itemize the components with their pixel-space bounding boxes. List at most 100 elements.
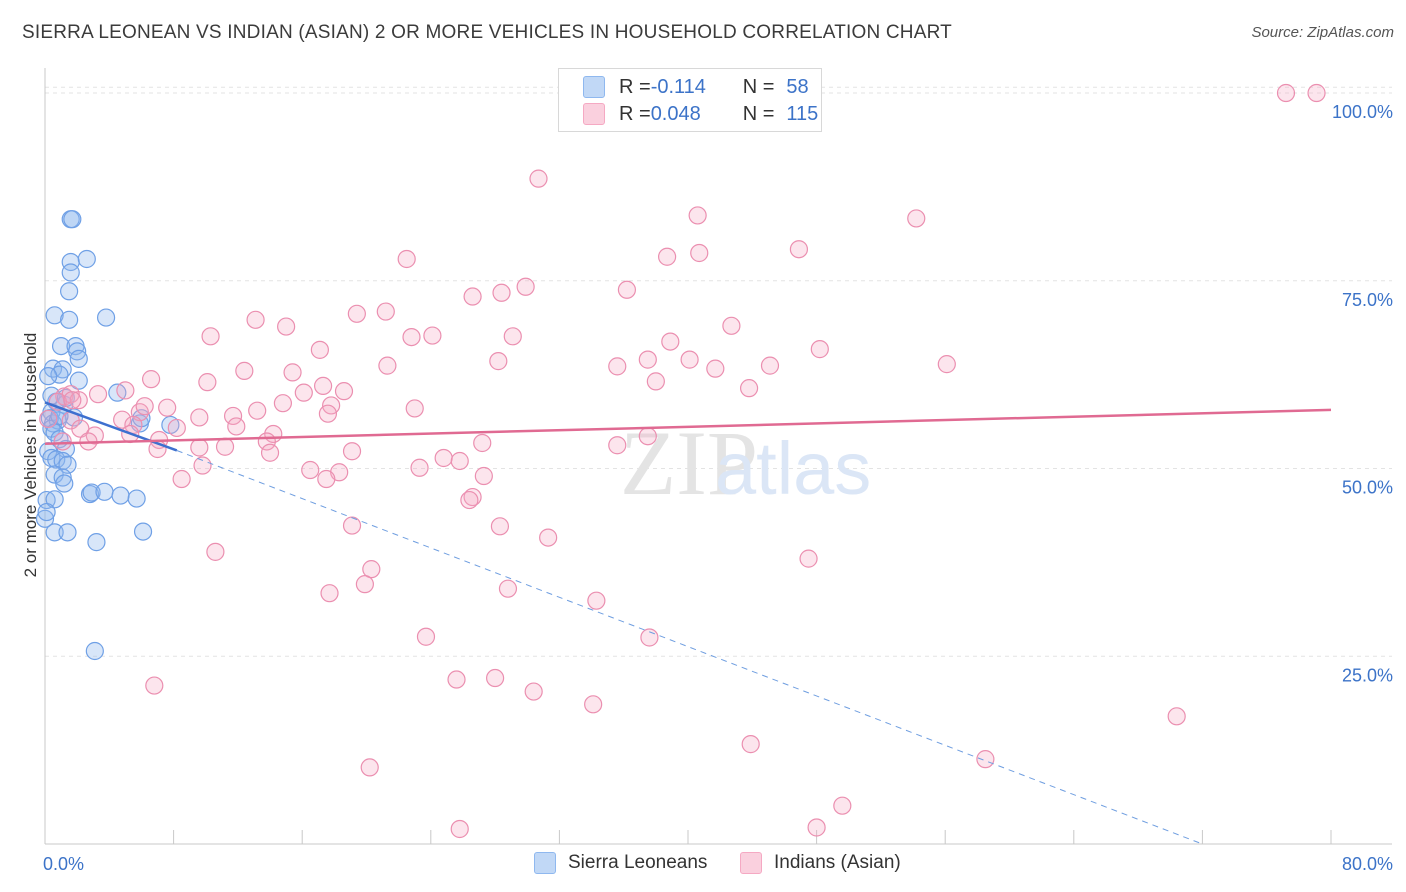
indian-asian-point xyxy=(1307,83,1326,103)
n-value: 115 xyxy=(786,102,819,125)
sierra-leonean-point xyxy=(39,367,58,386)
sierra-leonean-point xyxy=(69,371,88,390)
indian-asian-point xyxy=(342,442,362,461)
indian-asian-point xyxy=(320,584,339,603)
indian-asian-point xyxy=(313,376,333,396)
indian-asian-point xyxy=(198,373,217,392)
sierra-leonean-point xyxy=(82,483,101,502)
indian-asian-point xyxy=(423,326,442,345)
indian-asian-point xyxy=(416,627,436,646)
sierra-leonean-point xyxy=(53,468,72,487)
indian-asian-point xyxy=(347,304,366,323)
indian-asian-point xyxy=(145,676,164,695)
sierra-leonean-point xyxy=(45,306,64,325)
indian-asian-point xyxy=(223,406,243,426)
indian-asian-point xyxy=(317,469,336,489)
r-value: -0.114 xyxy=(650,75,706,98)
indian-asian-point xyxy=(248,401,267,420)
indian-asian-point xyxy=(190,438,209,457)
indian-asian-point xyxy=(402,327,421,347)
sierra-leonean-point xyxy=(60,282,79,301)
indian-asian-trend-line xyxy=(44,408,1332,445)
indian-asian-point xyxy=(608,357,627,376)
indian-asian-point xyxy=(63,391,82,410)
indian-asian-point xyxy=(1167,707,1186,726)
indian-asian-point xyxy=(524,682,543,701)
n-label: N = xyxy=(742,75,775,98)
y-tick-label: 75.0% xyxy=(1342,290,1393,310)
indian-asian-point xyxy=(283,363,302,382)
series-name: Sierra Leoneans xyxy=(568,852,708,873)
sierra-leonean-point xyxy=(63,210,82,229)
indian-asian-point xyxy=(490,517,510,536)
trend-lines xyxy=(44,401,1332,845)
n-value: 58 xyxy=(786,75,809,98)
sierra-leonean-point xyxy=(87,533,106,552)
indian-asian-point xyxy=(318,404,338,423)
legend-swatch-blue xyxy=(534,852,556,874)
x-tick-label: 0.0% xyxy=(43,854,84,874)
legend-swatch-pink xyxy=(740,852,762,874)
indian-asian-point xyxy=(498,579,518,598)
indian-asian-point xyxy=(447,670,466,689)
indian-asian-point xyxy=(976,750,995,769)
series-legend-indians-asian[interactable]: Indians (Asian) xyxy=(740,852,901,874)
indian-asian-point xyxy=(69,391,88,410)
sierra-leonean-point xyxy=(35,509,55,528)
indian-asian-point xyxy=(158,398,177,417)
indian-asian-point xyxy=(301,460,320,480)
sierra-leonean-point xyxy=(77,249,96,269)
indian-asian-point xyxy=(246,310,265,329)
sierra-leonean-trend-line xyxy=(44,401,178,452)
indian-asian-point xyxy=(463,487,482,507)
sierra-leonean-point xyxy=(69,349,88,368)
sierra-leonean-point xyxy=(45,523,64,542)
indian-asian-point xyxy=(310,340,329,359)
indian-asian-point xyxy=(172,469,191,489)
indian-asian-point xyxy=(260,443,280,462)
indian-asian-point xyxy=(116,381,135,400)
indian-asian-point xyxy=(680,350,699,369)
indian-asian-point xyxy=(360,758,379,777)
indian-asian-point xyxy=(450,819,469,839)
chart-title: SIERRA LEONEAN VS INDIAN (ASIAN) 2 OR MO… xyxy=(22,22,952,43)
indian-asian-point xyxy=(141,370,161,389)
legend-swatch-pink xyxy=(583,103,605,125)
sierra-leonean-point xyxy=(55,474,74,493)
indian-asian-point xyxy=(587,591,606,610)
sierra-leonean-point xyxy=(96,308,116,327)
y-tick-label: 50.0% xyxy=(1342,478,1393,498)
indian-asian-point xyxy=(608,436,627,455)
sierra-leonean-point xyxy=(68,342,87,361)
indian-asian-point xyxy=(450,451,469,471)
indian-asian-point xyxy=(334,382,354,401)
indian-asian-point xyxy=(690,243,709,263)
indian-asian-point xyxy=(646,372,665,391)
series-name: Indians (Asian) xyxy=(774,852,901,873)
sierra-leonean-point xyxy=(111,486,130,505)
r-value: 0.048 xyxy=(650,102,701,125)
legend-row-indians-asian: R = 0.048 N = 115 xyxy=(583,101,818,127)
sierra-leonean-point xyxy=(127,489,146,508)
indian-asian-point xyxy=(277,317,296,336)
y-tick-label: 100.0% xyxy=(1332,102,1393,122)
indian-asian-point xyxy=(378,356,397,375)
indian-asian-point xyxy=(135,397,154,416)
sierra-leonean-point xyxy=(61,263,80,282)
indian-asian-point xyxy=(193,456,212,475)
tick-labels: 25.0% 50.0% 75.0% 100.0% 0.0% 80.0% xyxy=(43,102,1393,874)
indian-asian-point xyxy=(503,327,522,346)
indian-asian-point xyxy=(722,316,741,335)
sierra-leonean-point xyxy=(60,310,79,329)
indian-asian-point xyxy=(294,383,313,402)
sierra-leonean-point xyxy=(95,482,114,501)
indian-asian-point xyxy=(739,379,759,398)
indian-asian-point xyxy=(638,427,657,446)
sierra-leonean-point xyxy=(85,641,104,661)
indian-asian-point xyxy=(206,542,225,561)
indian-asian-point xyxy=(688,206,707,225)
indian-asian-point xyxy=(760,356,780,375)
indian-asian-point xyxy=(516,277,535,296)
indian-asian-point xyxy=(362,560,381,579)
series-legend-sierra-leoneans[interactable]: Sierra Leoneans xyxy=(534,852,707,874)
